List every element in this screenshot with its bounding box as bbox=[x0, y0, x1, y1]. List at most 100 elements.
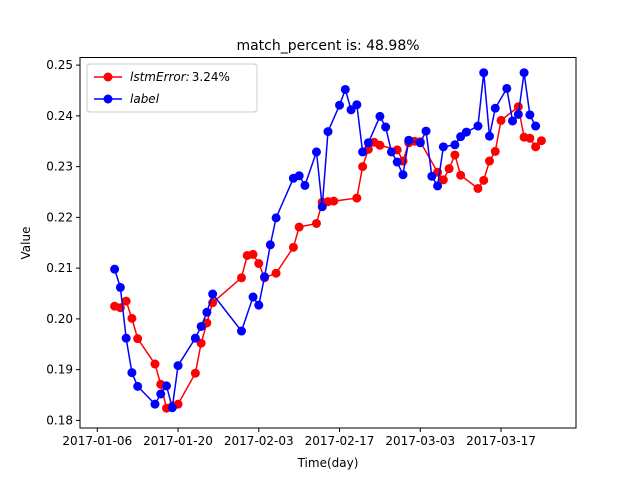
data-point bbox=[127, 313, 137, 323]
data-point bbox=[386, 147, 396, 157]
data-point bbox=[473, 183, 483, 193]
data-point bbox=[202, 307, 212, 317]
data-point bbox=[346, 105, 356, 115]
data-point bbox=[167, 403, 177, 413]
plot-frame bbox=[79, 57, 577, 429]
data-point bbox=[352, 193, 362, 203]
y-tick-label: 0.24 bbox=[46, 109, 73, 123]
data-point bbox=[248, 249, 258, 259]
data-point bbox=[190, 333, 200, 343]
data-point bbox=[254, 259, 264, 269]
data-point bbox=[288, 242, 298, 252]
series-line bbox=[113, 72, 537, 408]
data-point bbox=[363, 138, 373, 148]
data-point bbox=[196, 338, 206, 348]
chart-title: match_percent is: 48.98% bbox=[236, 38, 419, 54]
legend-label-label: label bbox=[130, 92, 160, 106]
data-point bbox=[479, 175, 489, 185]
data-point bbox=[421, 126, 431, 136]
data-point bbox=[190, 368, 200, 378]
data-point bbox=[358, 162, 368, 172]
data-point bbox=[438, 142, 448, 152]
series-label bbox=[110, 68, 541, 413]
data-point bbox=[133, 334, 143, 344]
y-tick-label: 0.22 bbox=[46, 210, 73, 224]
data-point bbox=[254, 300, 264, 310]
y-tick-label: 0.20 bbox=[46, 312, 73, 326]
legend: lstmError: 3.24% label bbox=[86, 63, 258, 113]
data-point bbox=[473, 121, 483, 131]
data-point bbox=[513, 109, 523, 119]
data-point bbox=[260, 272, 270, 282]
x-tick-label: 2017-03-17 bbox=[466, 434, 536, 448]
legend-box bbox=[86, 63, 258, 113]
x-tick-label: 2017-01-20 bbox=[143, 434, 213, 448]
data-point bbox=[450, 150, 460, 160]
y-axis-label: Value bbox=[19, 227, 33, 260]
data-point bbox=[173, 361, 183, 371]
data-point bbox=[490, 146, 500, 156]
y-tick-label: 0.21 bbox=[46, 261, 73, 275]
data-point bbox=[121, 333, 131, 343]
data-point bbox=[208, 289, 218, 299]
data-point bbox=[496, 115, 506, 125]
data-point bbox=[415, 138, 425, 148]
data-point bbox=[484, 156, 494, 166]
data-point bbox=[335, 100, 345, 110]
x-tick-label: 2017-03-03 bbox=[385, 434, 455, 448]
plot-marks bbox=[110, 68, 546, 413]
y-tick-label: 0.19 bbox=[46, 363, 73, 377]
legend-marker-label bbox=[103, 94, 113, 104]
legend-label-lstm-suffix: 3.24% bbox=[192, 70, 230, 84]
data-point bbox=[358, 147, 368, 157]
data-point bbox=[294, 171, 304, 181]
data-point bbox=[133, 381, 143, 391]
data-point bbox=[300, 180, 310, 190]
data-point bbox=[115, 282, 125, 292]
y-tick-label: 0.18 bbox=[46, 413, 73, 427]
data-point bbox=[236, 326, 246, 336]
data-point bbox=[311, 218, 321, 228]
data-point bbox=[398, 170, 408, 180]
data-point bbox=[196, 321, 206, 331]
data-point bbox=[404, 135, 414, 145]
data-point bbox=[121, 296, 131, 306]
data-point bbox=[461, 127, 471, 137]
data-point bbox=[352, 100, 362, 110]
data-point bbox=[531, 121, 541, 131]
x-axis-label: Time(day) bbox=[297, 456, 359, 470]
data-point bbox=[508, 116, 518, 126]
x-tick-label: 2017-02-03 bbox=[224, 434, 294, 448]
data-point bbox=[150, 399, 160, 409]
data-point bbox=[248, 292, 258, 302]
y-tick-label: 0.25 bbox=[46, 58, 73, 72]
data-point bbox=[271, 268, 281, 278]
data-point bbox=[381, 122, 391, 132]
legend-marker-lstm bbox=[103, 72, 113, 82]
data-point bbox=[484, 131, 494, 141]
data-point bbox=[150, 359, 160, 369]
data-point bbox=[392, 157, 402, 167]
data-point bbox=[456, 170, 466, 180]
data-point bbox=[110, 264, 120, 274]
data-point bbox=[502, 83, 512, 93]
data-point bbox=[525, 110, 535, 120]
data-point bbox=[450, 140, 460, 150]
y-tick-label: 0.23 bbox=[46, 160, 73, 174]
data-point bbox=[536, 136, 546, 146]
data-point bbox=[340, 84, 350, 94]
data-point bbox=[323, 127, 333, 137]
data-point bbox=[479, 68, 489, 78]
data-point bbox=[513, 102, 523, 112]
data-point bbox=[438, 175, 448, 185]
data-point bbox=[531, 142, 541, 152]
data-point bbox=[519, 68, 529, 78]
data-point bbox=[127, 368, 137, 378]
data-point bbox=[444, 164, 454, 174]
data-point bbox=[427, 171, 437, 181]
x-tick-label: 2017-01-06 bbox=[62, 434, 132, 448]
data-point bbox=[271, 213, 281, 223]
data-point bbox=[433, 181, 443, 191]
data-point bbox=[375, 111, 385, 121]
